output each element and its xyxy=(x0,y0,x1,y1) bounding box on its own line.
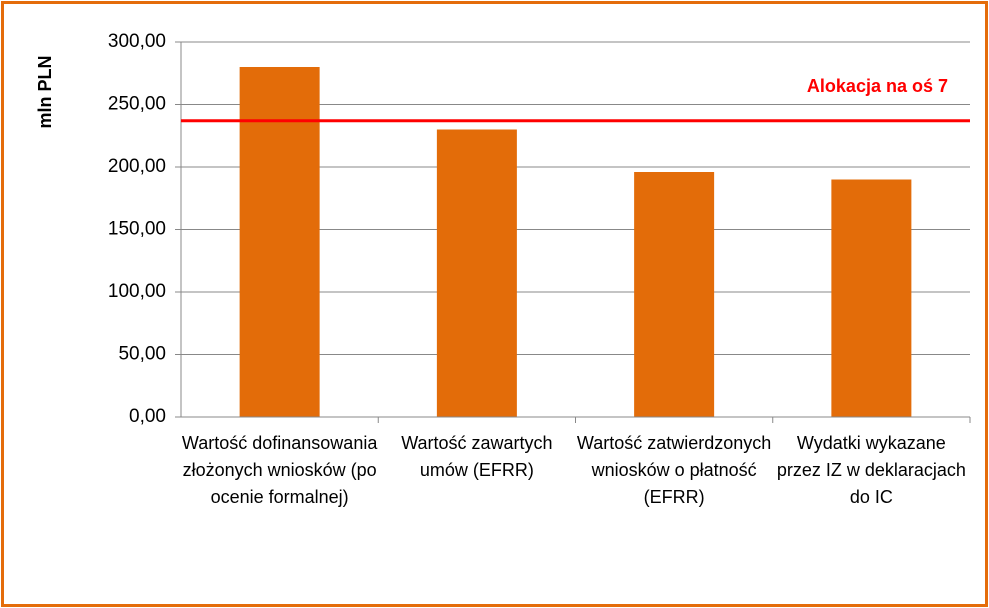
y-tick-label: 150,00 xyxy=(108,219,166,240)
x-tick-label: Wartość zawartych umów (EFRR) xyxy=(401,433,553,480)
y-tick-label: 250,00 xyxy=(108,94,166,115)
x-tick-label: Wartość dofinansowania złożonych wnioskó… xyxy=(181,433,378,507)
x-tick-label: Wartość zatwierdzonych wniosków o płatno… xyxy=(576,433,772,507)
bar xyxy=(634,172,715,417)
bar xyxy=(831,179,912,417)
y-axis-label: mln PLN xyxy=(35,55,55,128)
y-tick-label: 200,00 xyxy=(108,156,166,177)
y-tick-label: 50,00 xyxy=(118,344,166,365)
y-tick-label: 300,00 xyxy=(108,31,166,52)
y-tick-label: 0,00 xyxy=(129,406,166,427)
bar xyxy=(436,129,517,417)
y-tick-label: 100,00 xyxy=(108,281,166,302)
bar xyxy=(239,67,320,417)
x-tick-label: Wydatki wykazane przez IZ w deklaracjach… xyxy=(776,433,966,507)
reference-label: Alokacja na oś 7 xyxy=(807,76,948,96)
